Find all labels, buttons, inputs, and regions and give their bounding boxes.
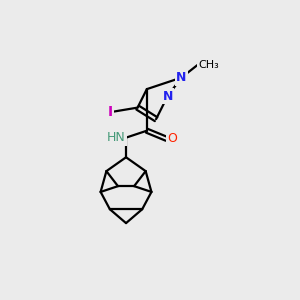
Text: CH₃: CH₃ bbox=[198, 60, 219, 70]
Text: O: O bbox=[168, 132, 178, 145]
Text: N: N bbox=[162, 90, 173, 103]
Text: HN: HN bbox=[107, 131, 126, 144]
Text: N: N bbox=[176, 71, 187, 84]
Text: I: I bbox=[107, 105, 112, 119]
